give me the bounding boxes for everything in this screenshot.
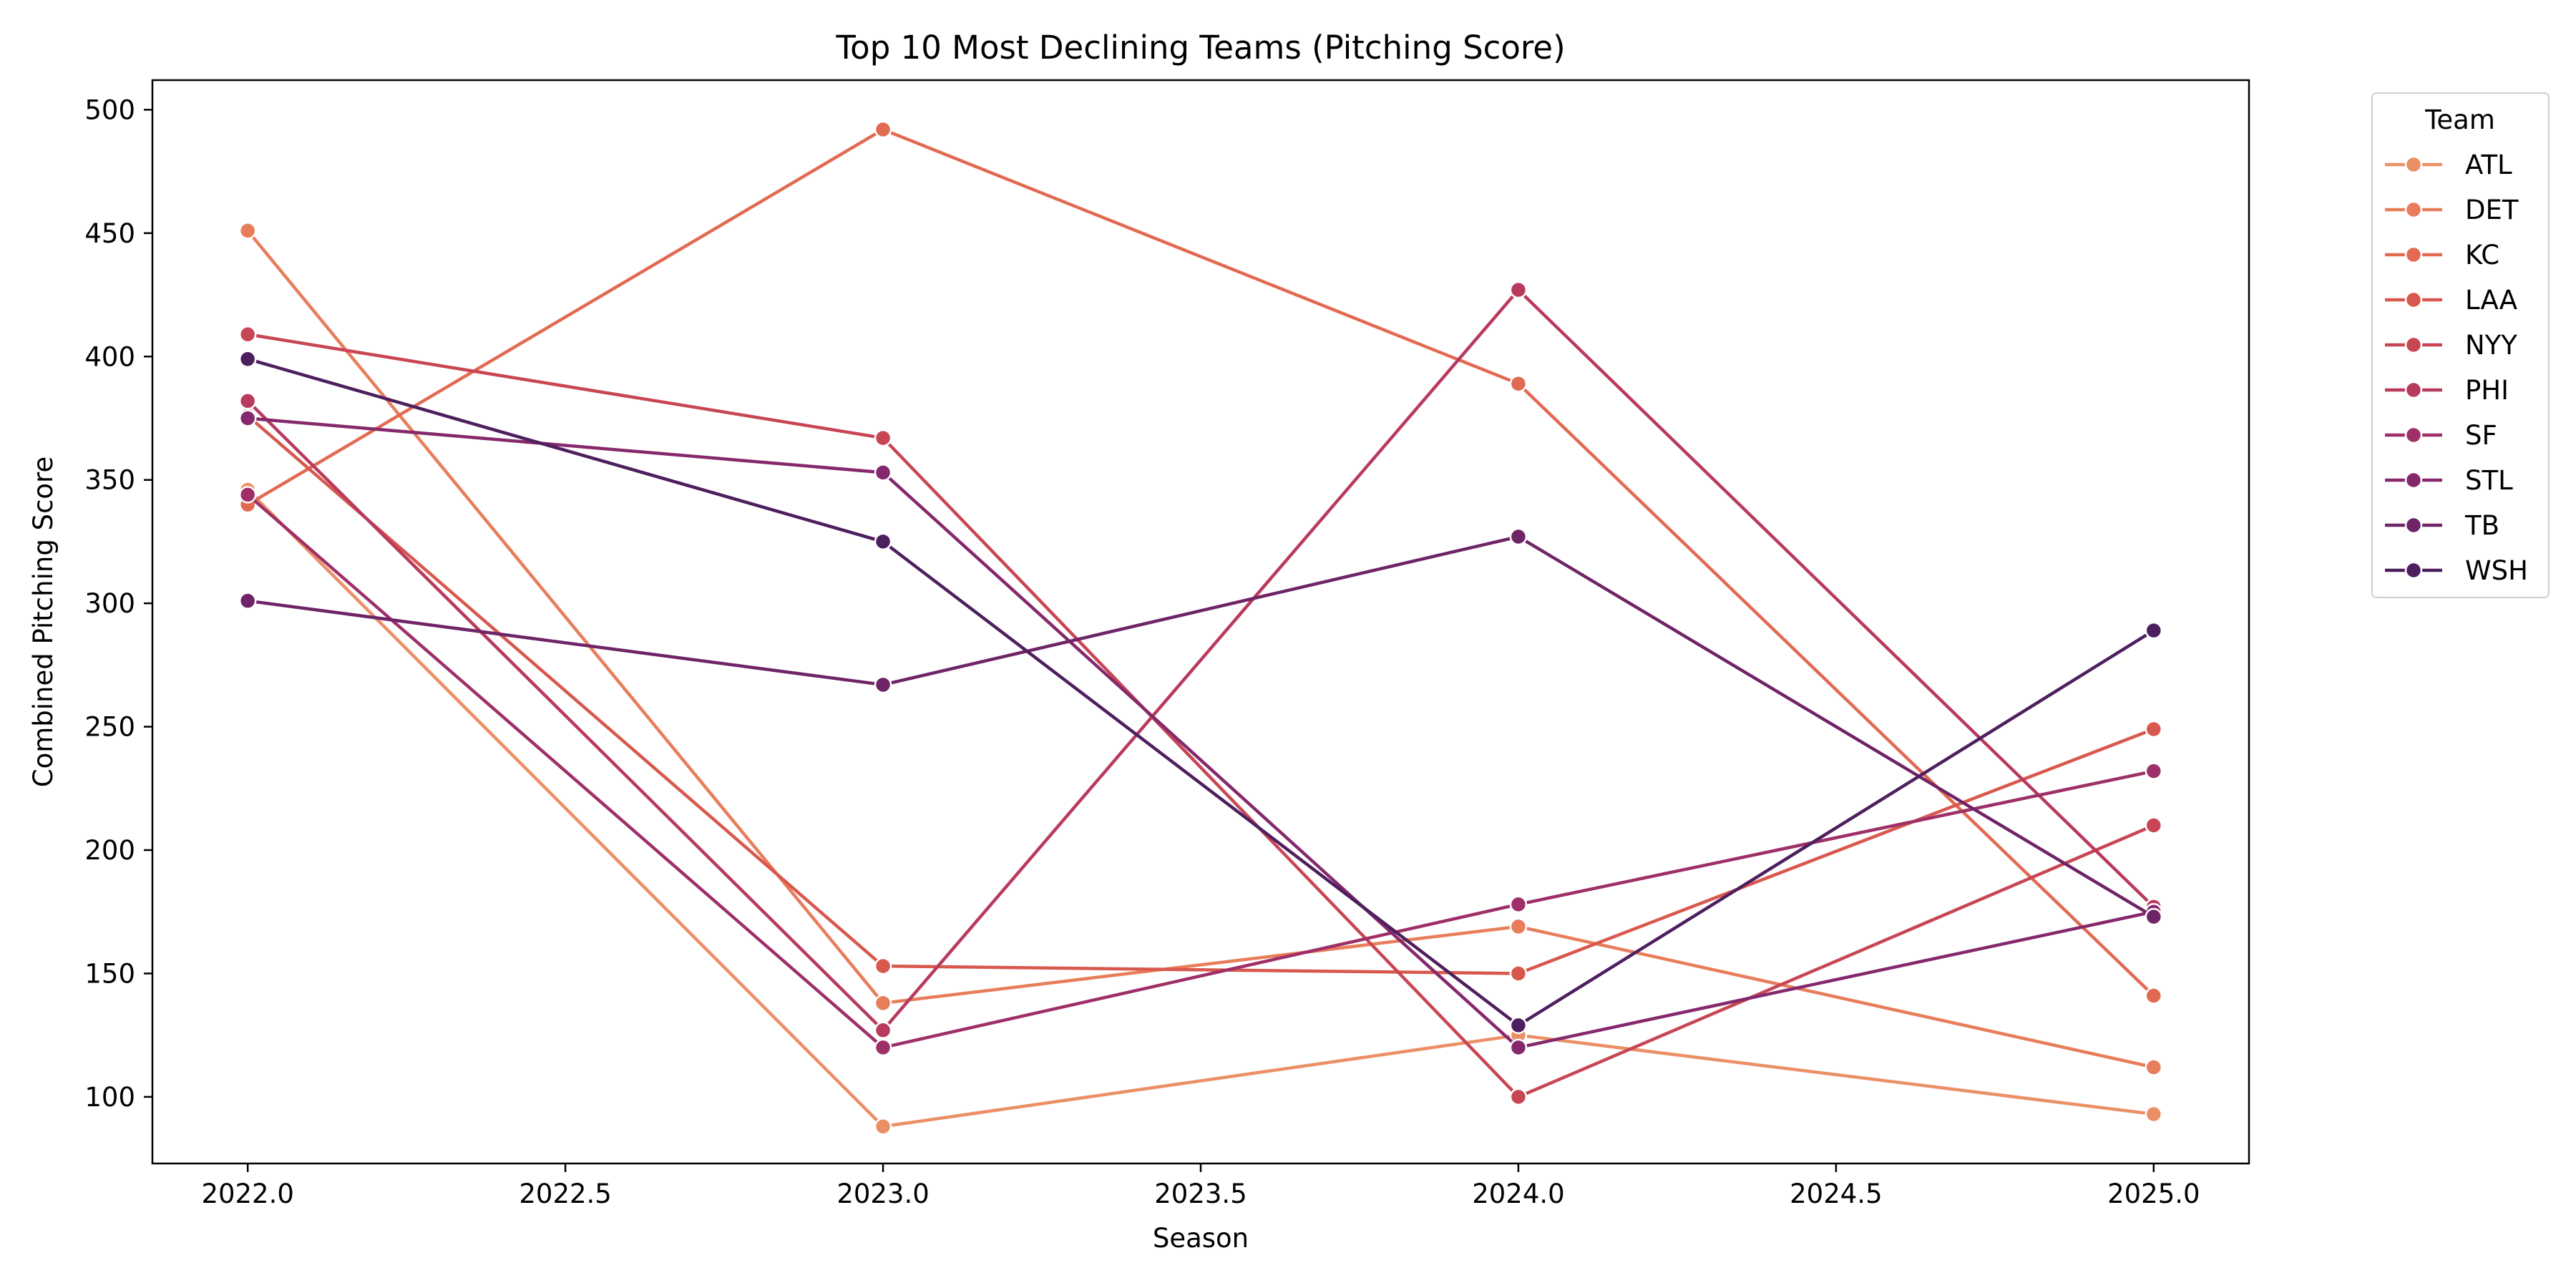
legend-title: Team [2424,104,2495,135]
data-point-stl [238,409,257,427]
data-point-wsh [238,350,257,368]
legend-marker-sf [2404,426,2423,444]
data-point-det [1509,917,1528,936]
legend-label-atl: ATL [2465,150,2512,180]
y-tick-label: 150 [84,958,135,989]
x-tick-label: 2022.5 [519,1179,611,1209]
x-axis-label: Season [1153,1223,1249,1254]
legend-marker-laa [2404,291,2423,309]
data-point-stl [1509,1038,1528,1057]
data-point-tb [874,675,892,694]
legend-marker-kc [2404,245,2423,264]
legend: Team ATL DET KC LAA NYY PHI SF STL TB WSH [2371,92,2550,598]
data-point-laa [2145,720,2163,738]
y-tick-label: 300 [84,588,135,619]
x-tick-label: 2023.5 [1154,1179,1246,1209]
data-point-atl [2145,1105,2163,1123]
legend-label-det: DET [2465,195,2519,225]
x-tick-label: 2024.0 [1472,1179,1564,1209]
legend-label-phi: PHI [2465,375,2509,406]
plot-frame [151,79,2250,1165]
series-line-kc [245,127,2156,997]
y-tick-label: 200 [84,835,135,866]
data-point-atl [874,1118,892,1136]
data-point-wsh [2145,621,2163,640]
series-line-phi [245,288,2156,1033]
legend-marker-wsh [2404,561,2423,580]
data-point-tb [1509,527,1528,546]
data-point-det [238,222,257,240]
legend-frame [2371,92,2550,598]
x-tick-label: 2024.5 [1790,1179,1882,1209]
y-tick-label: 100 [84,1082,135,1113]
series-line-wsh [245,357,2156,1028]
data-point-phi [874,1021,892,1040]
data-point-laa [1509,965,1528,982]
series-line-laa [245,414,2156,975]
y-axis: 100 150 200 250 300 350 400 450 500 [84,94,152,1113]
chart-title: Top 10 Most Declining Teams (Pitching Sc… [835,29,1565,67]
series-line-nyy [245,332,2156,1099]
legend-label-laa: LAA [2465,285,2517,316]
data-point-sf [1509,895,1528,914]
series-line-atl [245,488,2156,1128]
x-tick-label: 2022.0 [201,1179,293,1209]
legend-label-stl: STL [2465,465,2513,496]
legend-label-kc: KC [2465,240,2499,270]
legend-marker-atl [2404,155,2423,174]
legend-label-tb: TB [2464,510,2499,541]
series-line-stl [245,416,2156,1050]
data-point-sf [238,486,257,504]
legend-label-sf: SF [2465,420,2497,451]
data-point-laa [874,957,892,975]
data-point-wsh [1509,1016,1528,1035]
data-point-det [2145,1058,2163,1076]
legend-marker-nyy [2404,336,2423,354]
data-point-phi [238,392,257,410]
data-point-sf [874,1038,892,1057]
data-point-kc [874,120,892,139]
y-tick-label: 350 [84,465,135,496]
series-line-tb [245,535,2156,919]
data-point-nyy [2145,816,2163,834]
x-axis: 2022.0 2022.5 2023.0 2023.5 2024.0 2024.5 2025… [201,1163,2200,1209]
data-point-tb [238,592,257,610]
data-point-tb [2145,907,2163,926]
x-tick-label: 2023.0 [836,1179,929,1209]
data-point-phi [1509,280,1528,299]
data-point-stl [874,464,892,482]
y-tick-label: 250 [84,712,135,743]
data-point-det [874,994,892,1013]
x-tick-label: 2025.0 [2107,1179,2200,1209]
legend-marker-det [2404,200,2423,219]
data-point-sf [2145,762,2163,780]
data-point-kc [2145,987,2163,1005]
legend-marker-tb [2404,516,2423,535]
data-point-kc [1509,374,1528,393]
y-tick-label: 450 [84,218,135,249]
data-point-wsh [874,532,892,551]
y-tick-label: 400 [84,341,135,372]
legend-marker-phi [2404,381,2423,399]
legend-label-wsh: WSH [2465,555,2528,586]
legend-marker-stl [2404,471,2423,489]
y-tick-label: 500 [84,94,135,125]
legend-label-nyy: NYY [2465,330,2517,361]
y-axis-label: Combined Pitching Score [28,457,59,787]
data-point-nyy [238,325,257,343]
series-line-sf [245,493,2156,1050]
series-line-det [245,229,2156,1069]
data-point-nyy [874,429,892,447]
legend-items: ATL DET KC LAA NYY PHI SF STL TB WSH [2385,150,2528,586]
data-point-nyy [1509,1088,1528,1106]
series-layer [238,120,2163,1136]
